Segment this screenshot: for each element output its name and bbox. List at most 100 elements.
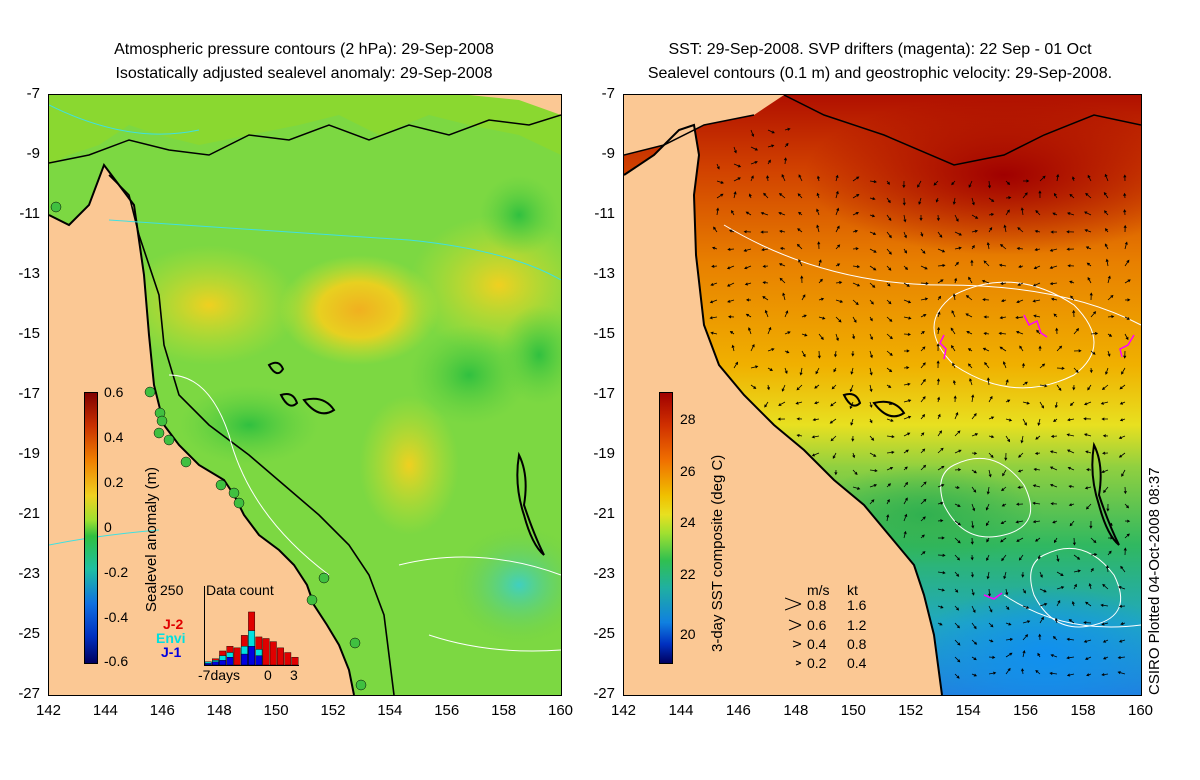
left-lon-tick: 146: [149, 702, 175, 719]
left-map-title-line1: Atmospheric pressure contours (2 hPa): 2…: [114, 41, 494, 58]
left-lat-tick: -19: [18, 445, 40, 462]
right-lon-tick: 142: [611, 702, 637, 719]
bar-j2: [284, 652, 292, 666]
bar-j2: [291, 656, 299, 666]
right-lat-tick: -27: [593, 685, 615, 702]
bar-j1: [255, 655, 263, 666]
sealevel-tick: -0.6: [104, 653, 129, 669]
right-lon-tick: 150: [840, 702, 866, 719]
right-lat-tick: -19: [593, 445, 615, 462]
right-lat-tick: -23: [593, 565, 615, 582]
velocity-legend-header-ms: m/s: [807, 582, 830, 598]
sst-field: [624, 95, 1141, 695]
left-lon-tick: 142: [36, 702, 62, 719]
velocity-row-kt: 1.6: [847, 597, 867, 613]
left-lon-tick: 156: [434, 702, 460, 719]
tide-gauge-markers: [50, 201, 367, 691]
sealevel-tick: 0.4: [104, 429, 124, 445]
bar-j1: [212, 661, 219, 666]
sst-colorbar: [659, 392, 673, 664]
right-lat-tick: -21: [593, 505, 615, 522]
left-lon-tick: 160: [548, 702, 574, 719]
left-lat-tick: -27: [18, 685, 40, 702]
velocity-row-kt: 0.4: [847, 655, 867, 671]
right-lon-tick: 152: [898, 702, 924, 719]
sst-colorbar-label: 3-day SST composite (deg C): [709, 454, 726, 652]
bar-j2: [262, 638, 270, 666]
bar-j1: [240, 653, 248, 666]
sealevel-anomaly-field: [49, 95, 561, 695]
velocity-legend: m/s kt 0.8 1.6 0.6 1.2 0.4 0.8 0.2 0.4: [785, 582, 895, 672]
data-count-bars: [204, 586, 299, 666]
velocity-row-ms: 0.2: [807, 655, 827, 671]
left-lon-tick: 144: [92, 702, 118, 719]
right-lon-tick: 146: [725, 702, 751, 719]
velocity-row-ms: 0.4: [807, 636, 827, 652]
right-lon-tick: 156: [1013, 702, 1039, 719]
legend-envi: Envi: [156, 630, 186, 646]
velocity-legend-header-kt: kt: [847, 582, 858, 598]
data-count-xlabel-start: -7days: [198, 667, 241, 683]
right-lat-tick: -9: [601, 145, 615, 162]
left-lat-tick: -9: [26, 145, 40, 162]
left-lat-tick: -11: [19, 205, 40, 222]
bar-j2: [277, 647, 284, 666]
right-lon-tick: 158: [1070, 702, 1096, 719]
right-map-title-line1: SST: 29-Sep-2008. SVP drifters (magenta)…: [668, 41, 1092, 58]
left-lat-tick: -17: [18, 385, 40, 402]
sealevel-tick: -0.2: [104, 564, 129, 580]
data-count-ymax: 250: [160, 582, 184, 598]
bar-j1: [204, 663, 212, 666]
right-lat-tick: -25: [593, 625, 615, 642]
right-lon-tick: 160: [1128, 702, 1154, 719]
right-lon-tick: 144: [668, 702, 694, 719]
right-lat-tick: -17: [593, 385, 615, 402]
plot-credit: CSIRO Plotted 04-Oct-2008 08:37: [1146, 467, 1163, 695]
left-lat-tick: -23: [18, 565, 40, 582]
sst-tick: 20: [680, 626, 696, 642]
bar-j1: [219, 660, 227, 666]
velocity-legend-arrows: [785, 597, 802, 666]
sst-map[interactable]: [623, 94, 1142, 696]
left-map-title-line2: Isostatically adjusted sealevel anomaly:…: [115, 65, 493, 82]
left-lon-tick: 152: [320, 702, 346, 719]
bar-j1: [248, 646, 256, 666]
right-lon-tick: 154: [955, 702, 981, 719]
sealevel-tick: 0.6: [104, 384, 124, 400]
right-lat-tick: -7: [601, 85, 615, 102]
bar-j2: [233, 647, 241, 666]
sealevel-colorbar: [84, 392, 98, 664]
bar-j1: [226, 656, 234, 666]
left-lon-tick: 154: [377, 702, 403, 719]
data-count-xlabel-end: 3: [290, 667, 298, 683]
data-count-inset: 250 Data count J-2 Envi J-1 -7days 0 3: [156, 578, 310, 683]
left-lat-tick: -13: [18, 265, 40, 282]
sst-tick: 24: [680, 514, 696, 530]
data-count-xlabel-zero: 0: [264, 667, 272, 683]
left-lon-tick: 150: [263, 702, 289, 719]
left-lat-tick: -21: [18, 505, 40, 522]
left-lon-tick: 158: [491, 702, 517, 719]
velocity-row-ms: 0.6: [807, 617, 827, 633]
velocity-row-kt: 0.8: [847, 636, 867, 652]
sealevel-tick: 0.2: [104, 474, 124, 490]
right-lat-tick: -13: [593, 265, 615, 282]
left-lat-tick: -15: [18, 325, 40, 342]
right-lat-tick: -15: [593, 325, 615, 342]
legend-j2: J-2: [163, 616, 184, 632]
data-count-title: Data count: [206, 582, 274, 598]
sst-tick: 26: [680, 463, 696, 479]
geostrophic-velocity-arrows: [709, 127, 1131, 679]
sealevel-tick: 0: [104, 519, 112, 535]
left-lat-tick: -7: [26, 85, 40, 102]
sst-tick: 28: [680, 411, 696, 427]
velocity-row-ms: 0.8: [807, 597, 827, 613]
sealevel-anomaly-map[interactable]: [48, 94, 562, 696]
right-map-title-line2: Sealevel contours (0.1 m) and geostrophi…: [647, 65, 1113, 82]
left-lat-tick: -25: [18, 625, 40, 642]
sealevel-colorbar-label: Sealevel anomaly (m): [143, 466, 160, 612]
bar-j2: [269, 641, 277, 666]
left-lon-tick: 148: [206, 702, 232, 719]
sst-tick: 22: [680, 566, 696, 582]
velocity-row-kt: 1.2: [847, 617, 867, 633]
